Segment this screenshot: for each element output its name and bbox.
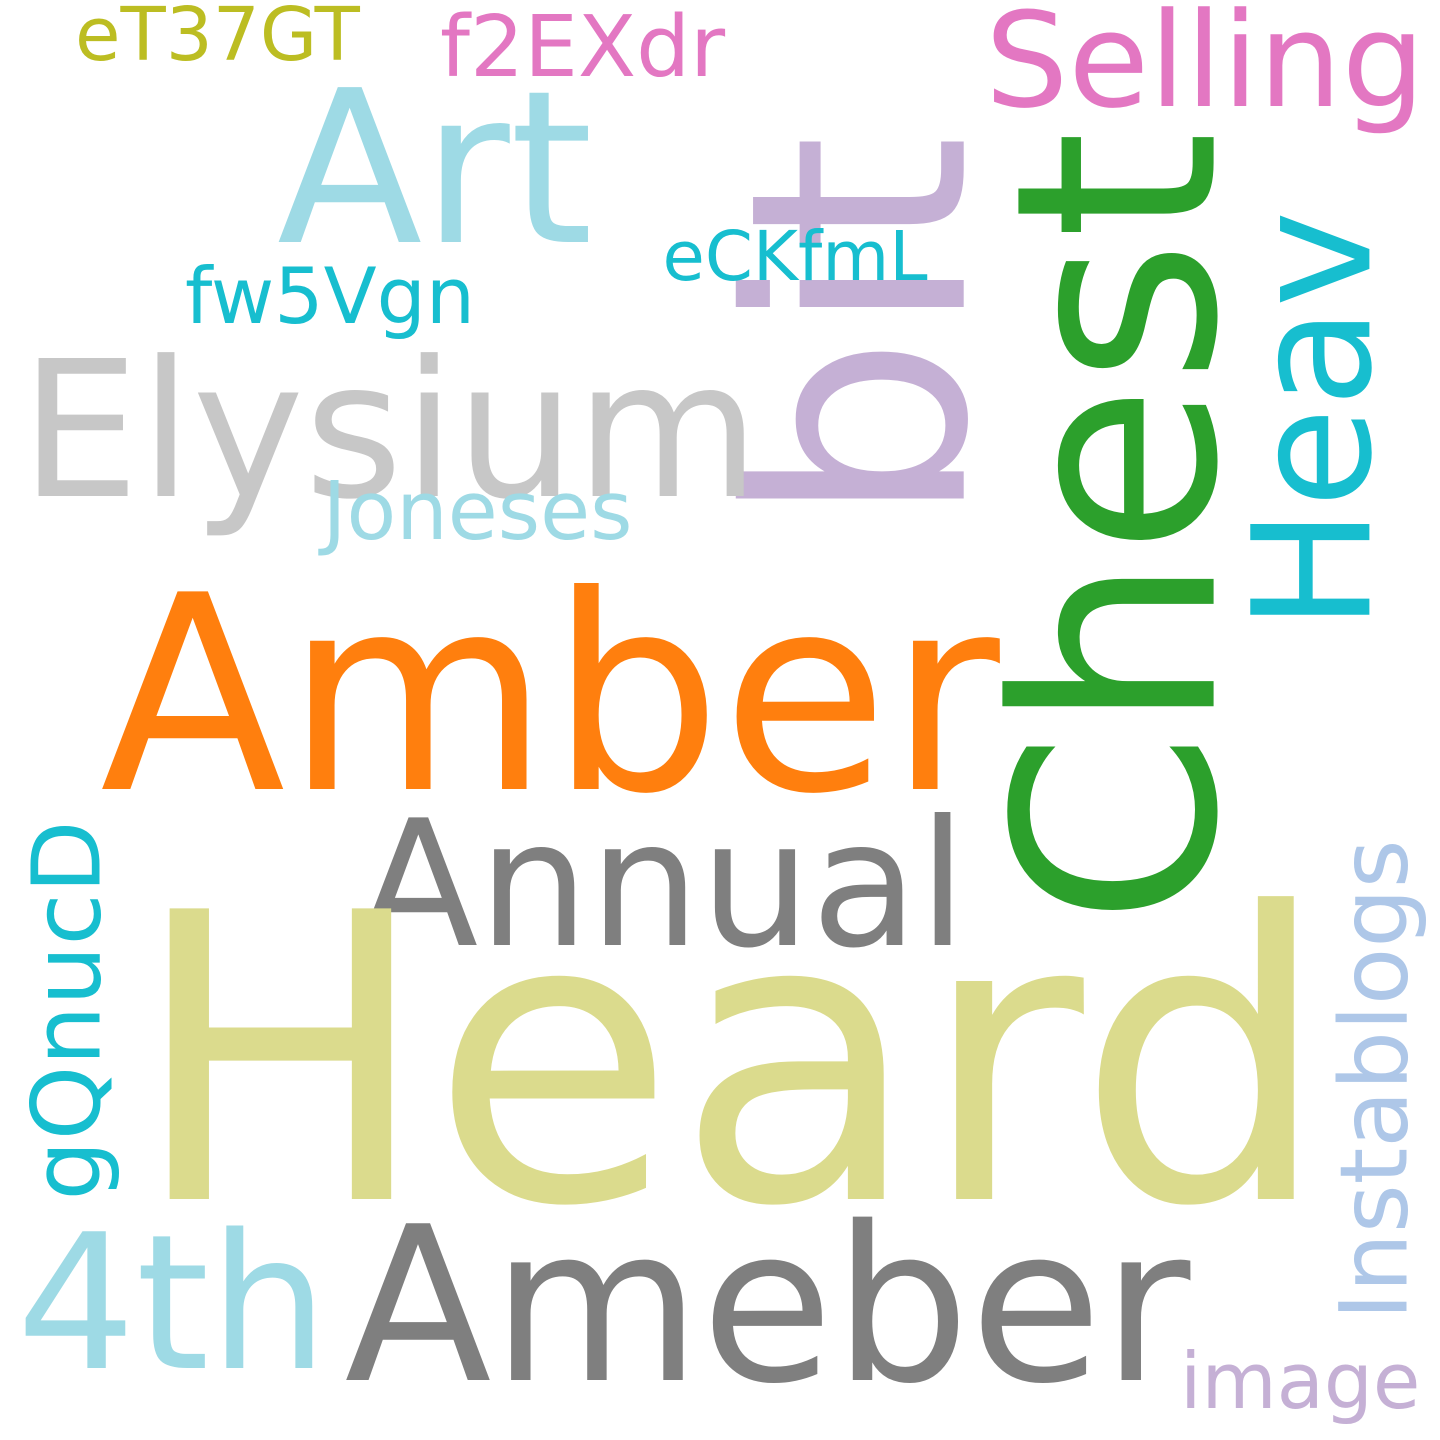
word-annual: Annual bbox=[358, 783, 967, 987]
word-eckfml: eCKfmL bbox=[662, 217, 928, 297]
word-4th: 4th bbox=[16, 1195, 329, 1413]
word-heard: Heard bbox=[130, 830, 1330, 1294]
word-f2exdr: f2EXdr bbox=[440, 0, 726, 97]
word-ameber: Ameber bbox=[344, 1179, 1191, 1431]
word-gqnucd: gQnucD bbox=[12, 819, 123, 1200]
word-amber: Amber bbox=[100, 536, 1000, 853]
word-image: image bbox=[1180, 1337, 1421, 1427]
word-chest: Chest bbox=[955, 129, 1280, 926]
word-fw5vgn: fw5Vgn bbox=[185, 251, 475, 342]
word-et37gt: eT37GT bbox=[75, 0, 360, 78]
word-joneses: Joneses bbox=[322, 465, 633, 559]
word-instablogs: Instablogs bbox=[1320, 839, 1429, 1321]
word-elysium: Elysium bbox=[20, 319, 760, 541]
word-heav: Heav bbox=[1216, 210, 1408, 631]
word-art: Art bbox=[277, 45, 594, 293]
word-selling: Selling bbox=[985, 0, 1426, 137]
